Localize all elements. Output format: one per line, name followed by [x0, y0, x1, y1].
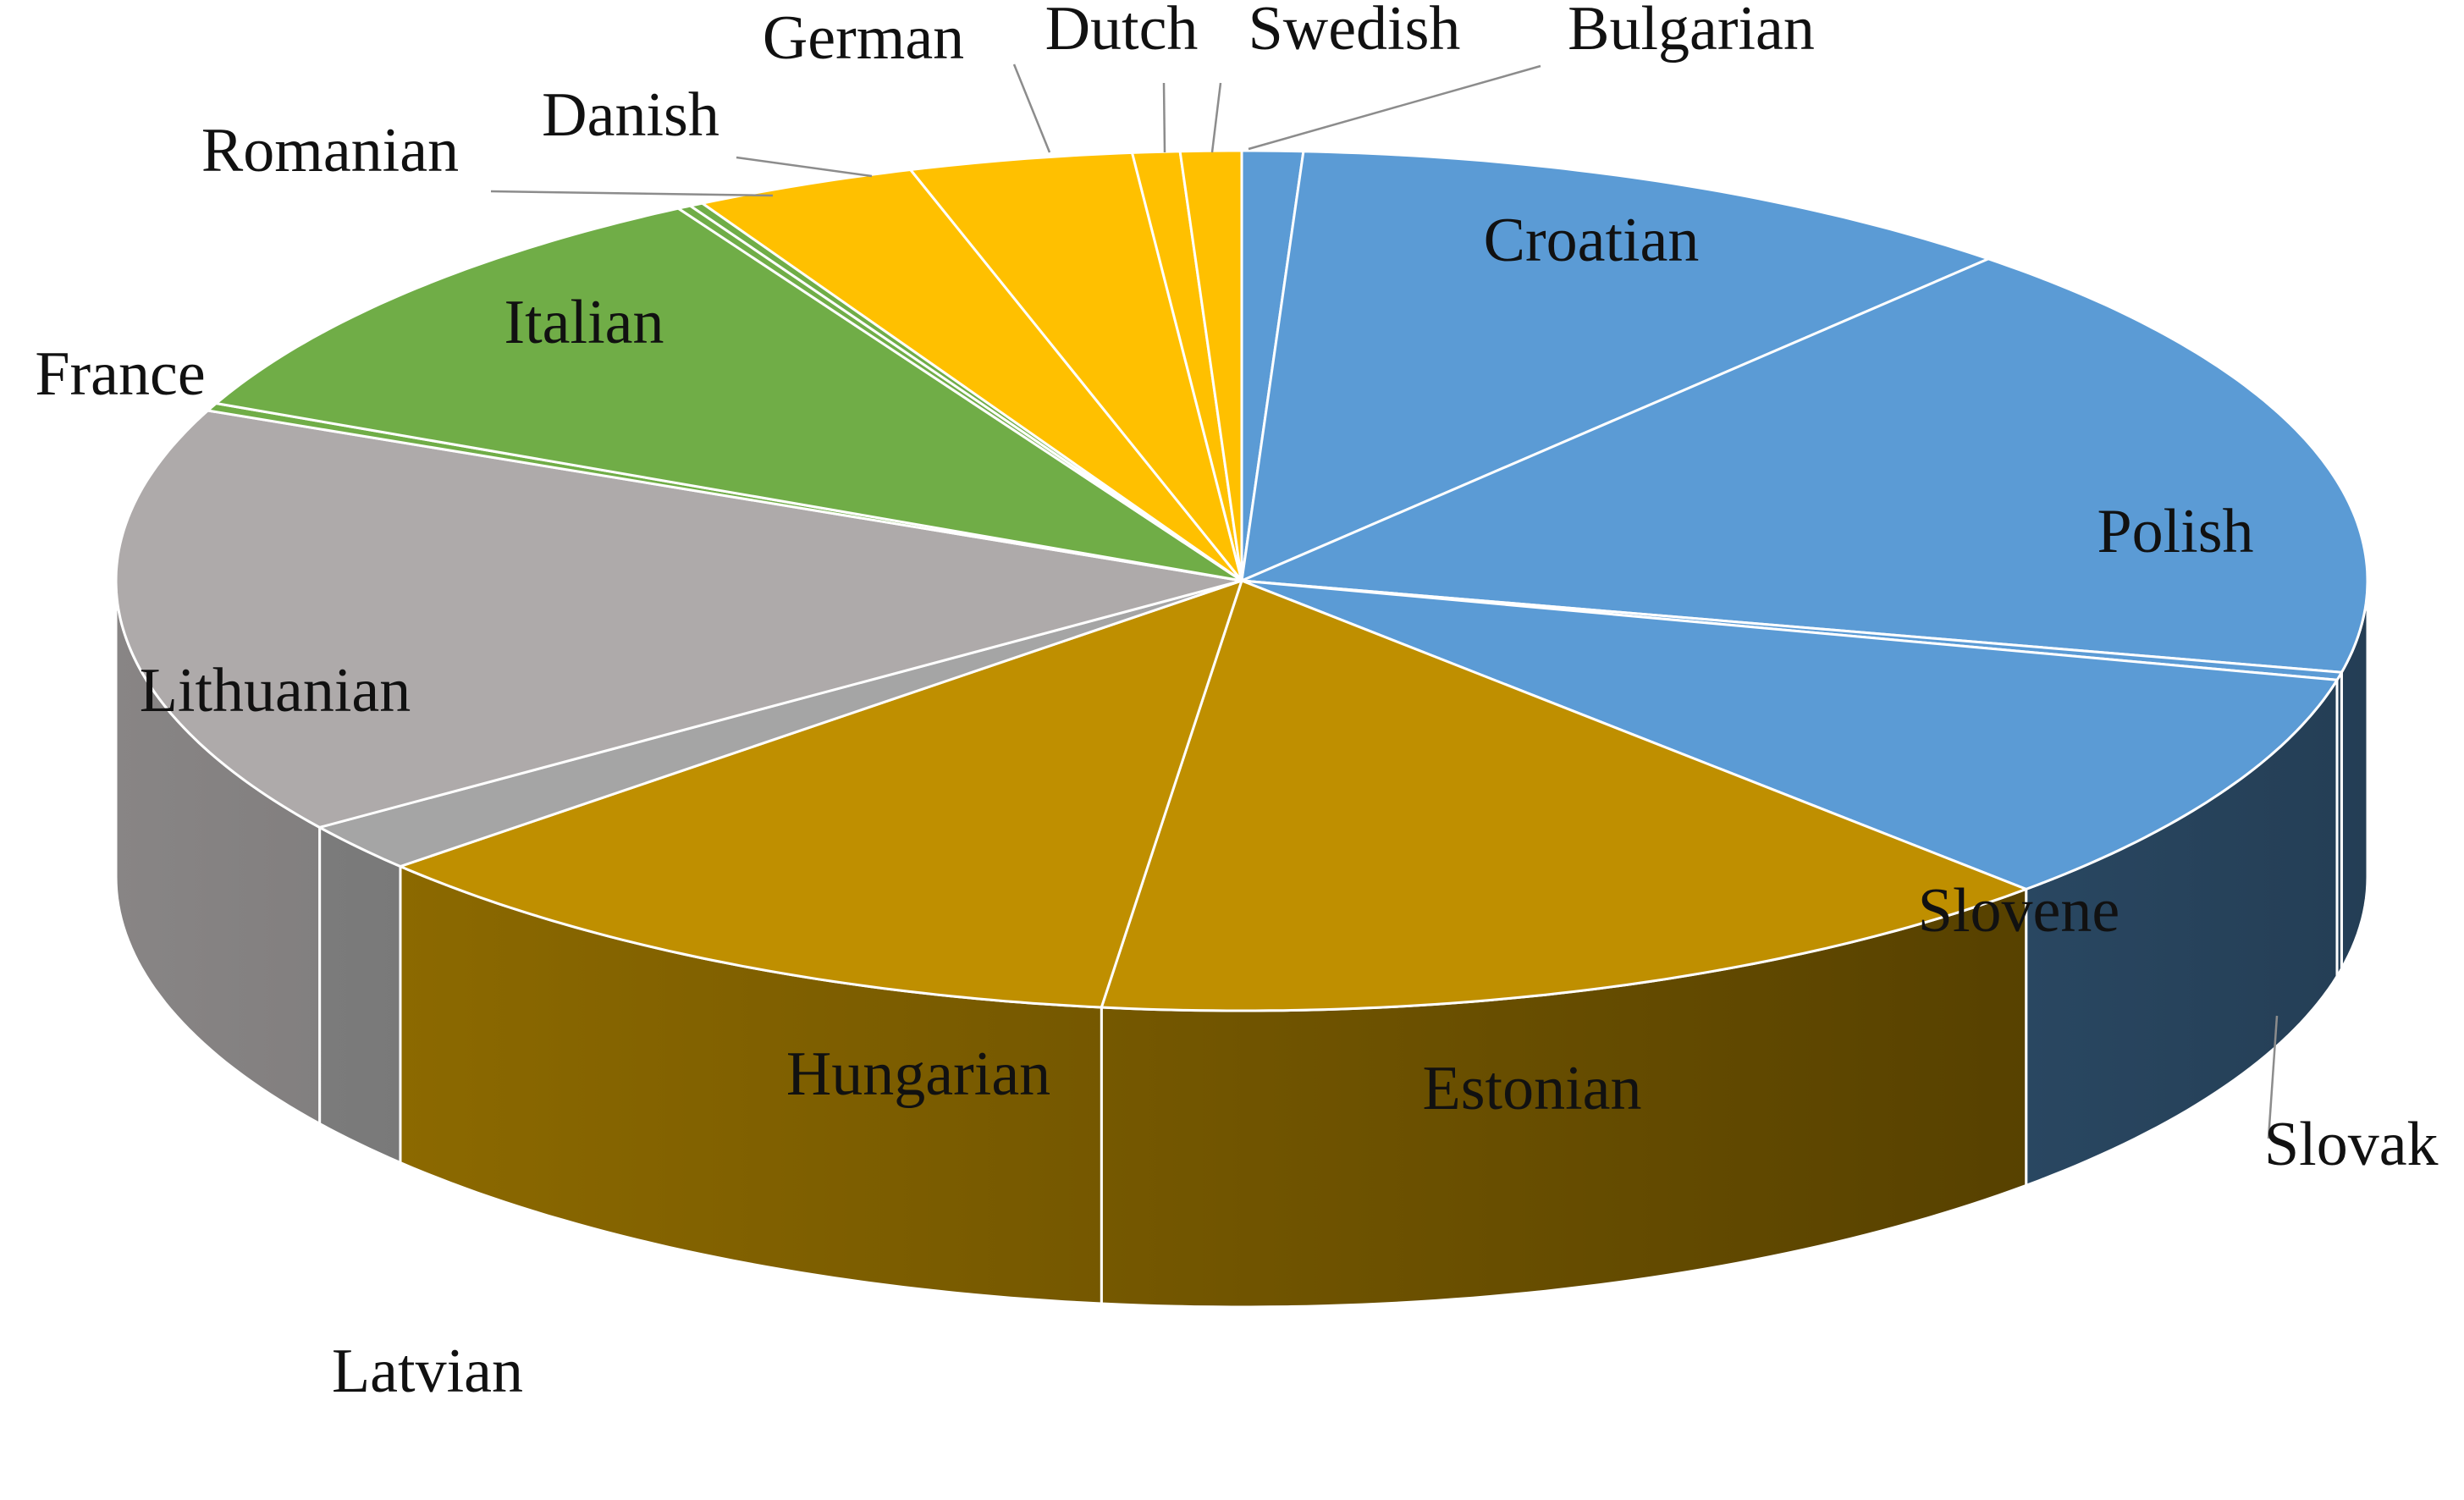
label-hungarian: Hungarian	[786, 1040, 1050, 1109]
label-danish: Danish	[542, 80, 719, 150]
slice-croatian	[1240, 150, 1990, 582]
slice-danish	[701, 168, 1243, 582]
pie-side-walls	[114, 580, 2369, 1309]
leader-line-bulgarian	[1248, 64, 1541, 151]
side-latvian	[318, 824, 402, 1165]
slice-slovene	[1240, 579, 2339, 891]
slice-estonian	[1100, 579, 2028, 1012]
label-italian: Italian	[504, 288, 664, 357]
leader-line-dutch	[1162, 82, 1166, 153]
label-slovene: Slovene	[1918, 876, 2119, 946]
label-bulgarian: Bulgarian	[1568, 0, 1815, 63]
label-german: German	[763, 3, 964, 73]
slice-swedish	[1178, 149, 1243, 582]
slice-latvian	[318, 579, 1243, 868]
label-estonian: Estonian	[1423, 1054, 1642, 1123]
slice-italian	[214, 207, 1243, 582]
leader-line-romanian	[490, 190, 774, 197]
pie-top-faces	[114, 149, 2369, 1012]
label-slovak: Slovak	[2264, 1110, 2439, 1179]
label-lithuanian: Lithuanian	[140, 656, 411, 725]
leader-line-swedish	[1210, 82, 1222, 153]
label-swedish: Swedish	[1249, 0, 1461, 63]
label-romanian: Romanian	[201, 116, 459, 185]
slice-polish	[1240, 257, 2369, 674]
leader-line-danish	[736, 156, 873, 178]
label-dutch: Dutch	[1045, 0, 1199, 63]
leader-lines	[490, 63, 2279, 1139]
slice-labels: Bulgarian Croatian Polish Slovak Slovene Esto…	[35, 0, 2438, 1406]
leader-line-german	[1012, 63, 1051, 153]
label-polish: Polish	[2097, 497, 2253, 566]
leader-line-slovak	[2267, 1015, 2279, 1139]
label-latvian: Latvian	[332, 1337, 523, 1406]
slice-lithuanian	[114, 409, 1243, 829]
label-france: France	[35, 339, 205, 409]
label-croatian: Croatian	[1484, 206, 1700, 275]
slice-hungarian	[399, 579, 1243, 1009]
